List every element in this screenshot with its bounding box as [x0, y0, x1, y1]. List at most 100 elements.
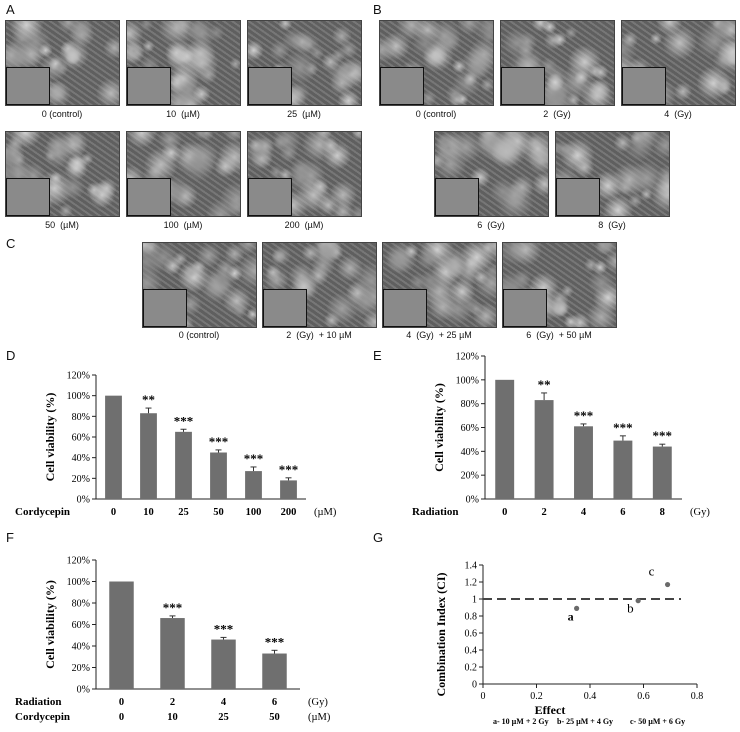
- y-tick-label: 120%: [456, 352, 479, 363]
- micrograph-c-2: [382, 242, 497, 328]
- x-tick-label: 100: [246, 507, 262, 518]
- x-tick-label: 0.2: [530, 691, 543, 702]
- micrograph-c-0: [142, 242, 257, 328]
- significance-marker: ***: [214, 621, 234, 636]
- row-label: Radiation: [15, 696, 61, 708]
- significance-marker: ***: [653, 428, 673, 443]
- x-tick-label: 4: [221, 697, 227, 708]
- y-tick-label: 1.4: [465, 561, 478, 572]
- y-tick-label: 1: [472, 595, 477, 606]
- data-point: [664, 581, 671, 588]
- x-tick-label: 25: [178, 507, 189, 518]
- y-tick-label: 100%: [456, 375, 479, 386]
- y-tick-label: 0.4: [465, 646, 478, 657]
- micrograph-inset: [248, 67, 292, 105]
- row-unit-label: (µM): [314, 507, 337, 518]
- micrograph-a-1: [126, 20, 241, 106]
- y-tick-label: 0.8: [465, 612, 478, 623]
- micrograph-inset: [622, 67, 666, 105]
- caption-a-3: 50 (µM): [45, 220, 79, 230]
- bar-chart-cordycepin: 0% 20% 40% 60% 80% 100% 120% Cell viability (%)…: [15, 371, 337, 519]
- bar: [262, 653, 287, 689]
- legend-entry: c- 50 µM + 6 Gy: [630, 717, 685, 726]
- y-axis-label: Cell viability (%): [432, 383, 446, 472]
- row-unit-label: (Gy): [308, 697, 328, 708]
- bar: [613, 440, 633, 499]
- y-tick-label: 60%: [72, 620, 90, 631]
- y-axis-label: Combination Index (CI): [434, 572, 448, 696]
- caption-b-1: 2 (Gy): [543, 109, 571, 119]
- x-tick-label: 0.6: [637, 691, 650, 702]
- micrograph-inset: [248, 178, 292, 216]
- caption-c-3: 6 (Gy) + 50 µM: [526, 330, 592, 340]
- row-unit-label: (Gy): [690, 507, 710, 518]
- bar: [175, 431, 192, 499]
- legend-entry: b- 25 µM + 4 Gy: [557, 717, 613, 726]
- x-tick-label: 6: [272, 697, 277, 708]
- point-label: a: [568, 609, 574, 623]
- micrograph-inset: [503, 289, 547, 327]
- bar: [574, 426, 593, 499]
- micrograph-a-2: [247, 20, 362, 106]
- caption-a-5: 200 (µM): [284, 220, 324, 230]
- micrograph-inset: [383, 289, 427, 327]
- row-unit-label: (µM): [308, 712, 331, 723]
- micrograph-b-4: [555, 131, 670, 217]
- y-tick-label: 0.2: [465, 663, 478, 674]
- bar: [495, 379, 515, 499]
- micrograph-inset: [127, 178, 171, 216]
- x-tick-label: 0: [119, 712, 124, 723]
- legend-entry: a- 10 µM + 2 Gy: [493, 717, 549, 726]
- data-point: [574, 605, 580, 611]
- significance-marker: **: [142, 392, 155, 407]
- bar: [534, 400, 554, 499]
- bar: [210, 452, 227, 499]
- micrograph-c-1: [262, 242, 377, 328]
- x-tick-label: 25: [218, 712, 229, 723]
- y-tick-label: 20%: [72, 663, 90, 674]
- y-tick-label: 120%: [67, 556, 90, 567]
- panel-letter-g: G: [373, 530, 384, 545]
- x-tick-label: 0: [502, 507, 507, 518]
- significance-marker: ***: [265, 634, 285, 649]
- row-label: Radiation: [412, 506, 458, 518]
- y-tick-label: 80%: [72, 412, 90, 423]
- x-tick-label: 8: [660, 507, 665, 518]
- point-label: b: [627, 601, 634, 616]
- bar-chart-radiation: 0% 20% 40% 60% 80% 100% 120% Cell viability (%)…: [412, 352, 710, 519]
- x-tick-label: 4: [581, 507, 587, 518]
- x-tick-label: 200: [281, 507, 297, 518]
- x-axis-label: Effect: [535, 703, 566, 717]
- y-tick-label: 100%: [67, 391, 90, 402]
- y-tick-label: 1.2: [465, 578, 478, 589]
- micrograph-b-0: [379, 20, 494, 106]
- bar: [105, 395, 122, 499]
- micrograph-inset: [263, 289, 307, 327]
- y-tick-label: 80%: [461, 399, 479, 410]
- micrograph-c-3: [502, 242, 617, 328]
- micrograph-b-2: [621, 20, 736, 106]
- micrograph-b-3: [434, 131, 549, 217]
- micrograph-a-3: [5, 131, 120, 217]
- y-tick-label: 100%: [67, 577, 90, 588]
- significance-marker: **: [538, 377, 551, 392]
- panel-letter-f: F: [6, 530, 14, 545]
- caption-a-4: 100 (µM): [163, 220, 203, 230]
- y-tick-label: 20%: [72, 474, 90, 485]
- caption-c-1: 2 (Gy) + 10 µM: [286, 330, 352, 340]
- y-tick-label: 120%: [67, 371, 90, 382]
- point-label: c: [649, 564, 655, 579]
- panel-letter-b: B: [373, 2, 382, 17]
- y-tick-label: 0: [472, 680, 477, 691]
- micrograph-inset: [556, 178, 600, 216]
- micrograph-inset: [435, 178, 479, 216]
- panel-letter-e: E: [373, 348, 382, 363]
- y-tick-label: 20%: [461, 471, 479, 482]
- panel-letter-d: D: [6, 348, 16, 363]
- x-tick-label: 10: [143, 507, 154, 518]
- micrograph-inset: [6, 67, 50, 105]
- significance-marker: ***: [613, 420, 633, 435]
- bar: [280, 480, 297, 499]
- bar: [140, 413, 157, 499]
- micrograph-inset: [380, 67, 424, 105]
